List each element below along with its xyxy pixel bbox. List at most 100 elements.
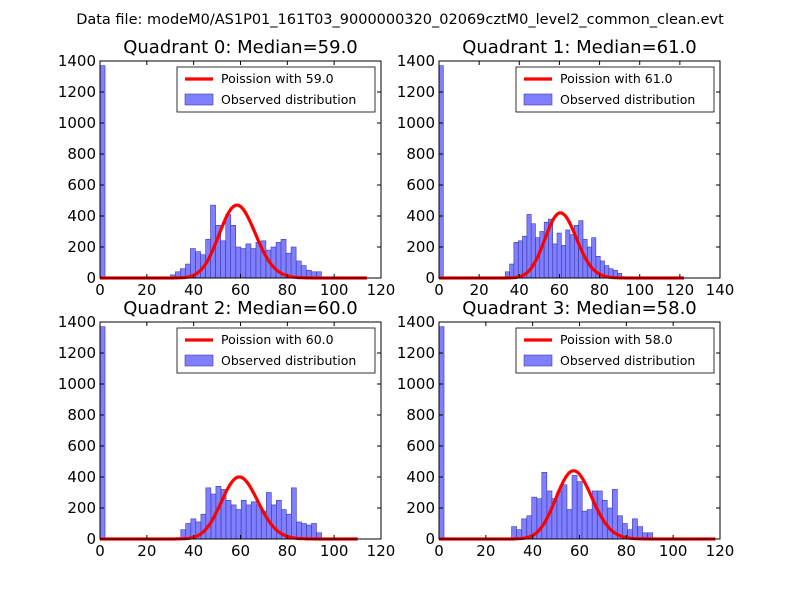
x-tick-label: 0 (95, 281, 105, 299)
histogram-bar (230, 225, 236, 279)
y-tick-label: 800 (67, 145, 96, 163)
x-tick-label: 80 (590, 281, 609, 299)
x-tick-label: 40 (184, 281, 203, 299)
histogram-bar (291, 487, 297, 540)
legend-line-label: Poission with 59.0 (221, 71, 334, 86)
histogram-bar (521, 518, 527, 540)
histogram-bar (571, 475, 578, 540)
histogram-bar (541, 472, 548, 540)
histogram-bar (509, 263, 515, 279)
histogram-bar (561, 484, 568, 540)
histogram-bar (576, 481, 583, 540)
x-tick-label: 0 (434, 281, 444, 299)
y-tick-label: 400 (67, 207, 96, 225)
histogram-bar (306, 524, 312, 540)
y-tick-label: 200 (67, 238, 96, 256)
histogram-bar (632, 518, 638, 540)
y-tick-label: 1200 (397, 344, 435, 362)
x-tick-label: 60 (231, 281, 250, 299)
histogram-bar (565, 229, 571, 279)
y-tick-label: 200 (406, 499, 435, 517)
y-tick-label: 200 (406, 238, 435, 256)
y-tick-label: 1400 (58, 313, 96, 331)
y-tick-label: 600 (406, 176, 435, 194)
y-tick-label: 1400 (58, 52, 96, 70)
y-tick-label: 1000 (58, 375, 96, 393)
y-tick-label: 0 (425, 530, 435, 548)
quadrant-0-title: Quadrant 0: Median=59.0 (123, 37, 358, 58)
x-tick-label: 100 (625, 281, 654, 299)
histogram-bar (438, 326, 445, 540)
histogram-bar (200, 513, 207, 540)
y-tick-label: 1000 (58, 114, 96, 132)
y-tick-label: 800 (406, 406, 435, 424)
histogram-bar (295, 260, 302, 279)
histogram-bar (225, 499, 232, 540)
histogram-bar (205, 487, 212, 540)
y-tick-label: 200 (67, 499, 96, 517)
quadrant-3-title: Quadrant 3: Median=58.0 (462, 298, 697, 319)
histogram-bar (296, 521, 302, 540)
histogram-bar (513, 242, 519, 279)
x-tick-label: 120 (367, 542, 396, 560)
x-tick-label: 60 (570, 542, 589, 560)
y-tick-label: 1400 (397, 52, 435, 70)
histogram-bar (566, 509, 573, 540)
quadrant-1-panel: Quadrant 1: Median=61.0 0 20 40 60 80 100 120 14… (397, 37, 735, 299)
histogram-bar (99, 326, 106, 540)
histogram-bar (240, 248, 247, 279)
y-tick-label: 1000 (397, 375, 435, 393)
histogram-bar (561, 245, 567, 279)
histogram-bar (581, 510, 588, 540)
histogram-bar (511, 526, 517, 540)
histogram-bar (556, 232, 562, 279)
histogram-bar (99, 65, 106, 279)
histogram-bar (230, 504, 237, 540)
x-tick-label: 80 (278, 542, 297, 560)
histogram-bar (311, 523, 317, 540)
legend-bar-label: Observed distribution (221, 353, 356, 368)
histogram-bar (220, 240, 226, 279)
histogram-bar (290, 246, 297, 279)
x-tick-label: 100 (659, 542, 688, 560)
histogram-bar (438, 65, 444, 279)
quadrant-2-title: Quadrant 2: Median=60.0 (123, 298, 358, 319)
y-tick-label: 400 (67, 468, 96, 486)
x-tick-label: 40 (184, 542, 203, 560)
y-tick-label: 1400 (397, 313, 435, 331)
x-tick-label: 120 (706, 542, 735, 560)
y-tick-label: 600 (67, 437, 96, 455)
y-tick-label: 600 (406, 437, 435, 455)
y-tick-label: 800 (67, 406, 96, 424)
x-tick-label: 0 (434, 542, 444, 560)
x-tick-label: 100 (320, 281, 349, 299)
y-tick-label: 1200 (58, 83, 96, 101)
x-tick-label: 120 (666, 281, 695, 299)
y-tick-label: 1200 (397, 83, 435, 101)
histogram-bar (255, 504, 262, 540)
x-tick-label: 40 (523, 542, 542, 560)
suptitle: Data file: modeM0/AS1P01_161T03_90000003… (76, 12, 724, 28)
x-tick-label: 80 (278, 281, 297, 299)
legend-bar-swatch (523, 354, 553, 367)
histogram-bar (607, 507, 613, 540)
y-tick-label: 800 (406, 145, 435, 163)
x-tick-label: 20 (476, 542, 495, 560)
histogram-bar (245, 243, 252, 279)
x-tick-label: 60 (550, 281, 569, 299)
histogram-bar (240, 499, 247, 540)
legend-bar-swatch (184, 93, 214, 106)
x-tick-label: 80 (617, 542, 636, 560)
panels: Quadrant 0: Median=59.00 20 40 60 80 100 12002… (58, 37, 735, 560)
histogram-bar (517, 240, 523, 279)
quadrant-1-title: Quadrant 1: Median=61.0 (462, 37, 697, 58)
histogram-bar (250, 248, 257, 279)
legend-bar-label: Observed distribution (560, 353, 695, 368)
x-tick-label: 20 (470, 281, 489, 299)
histogram-bar (552, 243, 558, 279)
x-tick-label: 100 (320, 542, 349, 560)
x-tick-label: 40 (510, 281, 529, 299)
y-tick-label: 1000 (397, 114, 435, 132)
histogram-bar (637, 526, 643, 540)
histogram-bar (225, 214, 232, 279)
